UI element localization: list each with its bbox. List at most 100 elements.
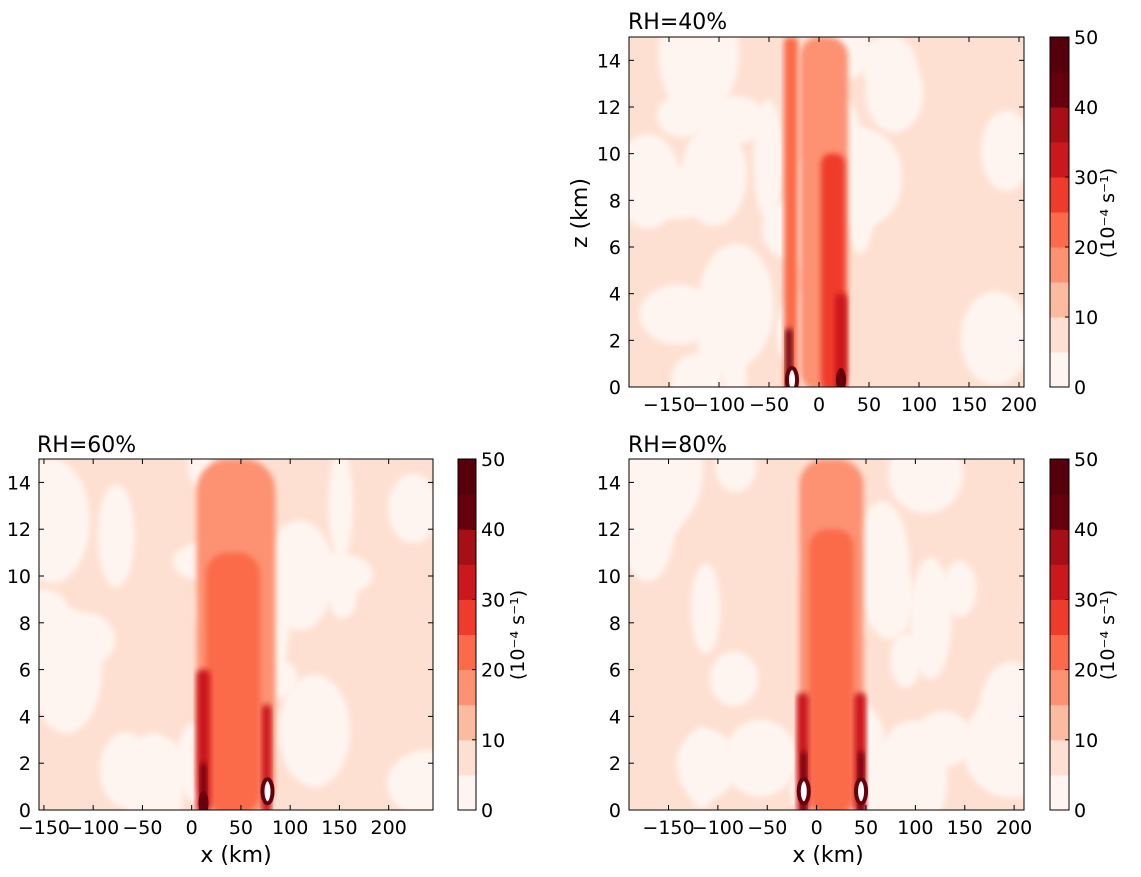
vorticity-column (835, 293, 847, 387)
clear-patch (722, 337, 747, 387)
clear-patch (910, 557, 952, 680)
colorbar-segment (1050, 142, 1069, 178)
x-tick-label: 200 (996, 817, 1032, 839)
colorbar-segment (1050, 72, 1069, 108)
colorbar-segment (1050, 739, 1069, 776)
plot-area: −150−100 −50 0 50 100 150 200 0 2 4 6 8 10 12 14 (597, 458, 1032, 839)
clear-patch (328, 575, 357, 619)
clear-patch (639, 284, 718, 345)
x-axis-label: x (km) (200, 843, 271, 868)
x-tick-label: −150 (642, 817, 694, 839)
vorticity-column (196, 669, 211, 810)
clear-patch (888, 459, 963, 514)
clear-patch (676, 729, 737, 800)
y-tick-label: 6 (609, 237, 621, 259)
colorbar-segment (1050, 704, 1069, 741)
vorticity-column (809, 529, 854, 810)
colorbar-segment (1050, 247, 1069, 283)
colorbar-segment (1050, 317, 1069, 353)
colorbar-segment (458, 459, 476, 495)
surface-feature (785, 366, 799, 387)
contour-field (39, 459, 433, 810)
colorbar-segment (1050, 37, 1069, 73)
x-tick-label: −100 (692, 817, 744, 839)
x-tick-label: −50 (122, 817, 162, 839)
colorbar-segment (1050, 634, 1069, 671)
colorbar-segment (1050, 212, 1069, 248)
colorbar-segment (1050, 669, 1069, 706)
x-tick-label: 150 (951, 394, 987, 416)
x-tick-label: 50 (857, 394, 881, 416)
colorbar-segment (1050, 107, 1069, 143)
panel-title: RH=80% (628, 433, 727, 458)
y-tick-label: 0 (609, 800, 621, 822)
clear-patch (962, 699, 1024, 794)
y-tick-label: 12 (597, 97, 621, 119)
x-tick-label: −50 (747, 817, 787, 839)
surface-feature (854, 777, 869, 806)
y-tick-label: 10 (597, 144, 621, 166)
surface-feature (796, 777, 811, 806)
colorbar-segment (458, 634, 476, 671)
clear-patch (855, 501, 910, 627)
x-tick-label: 200 (371, 817, 407, 839)
colorbar-tick-label: 30 (1074, 589, 1098, 611)
clear-patch (981, 110, 1024, 192)
y-tick-label: 8 (19, 613, 31, 635)
panel-rh60: RH=60% x (km) (10⁻⁴ s⁻¹) −150−100 −50 0 50 1… (7, 433, 529, 868)
colorbar-segment (458, 529, 476, 565)
x-tick-label: 50 (229, 817, 253, 839)
x-tick-label: 100 (272, 817, 308, 839)
y-tick-label: 4 (19, 706, 31, 728)
colorbar-tick-label: 30 (481, 589, 505, 611)
panel-rh80: RH=80% x (km) (10⁻⁴ s⁻¹) −150−100 −50 0 50 1… (597, 433, 1119, 868)
clear-patch (691, 563, 721, 654)
y-axis-label: z (km) (568, 178, 593, 248)
panel-title: RH=40% (628, 10, 727, 35)
colorbar-segment (1050, 774, 1069, 811)
x-tick-label: 0 (186, 817, 198, 839)
clear-patch (942, 561, 977, 617)
colorbar-tick-label: 0 (1074, 377, 1086, 399)
clear-patch (865, 52, 924, 133)
colorbar-segment (1050, 529, 1069, 565)
colorbar-segment (458, 599, 476, 635)
colorbar-tick-label: 0 (481, 800, 493, 822)
colorbar-tick-label: 10 (481, 730, 505, 752)
y-tick-label: 10 (597, 566, 621, 588)
surface-feature (260, 777, 275, 806)
clear-patch (387, 473, 433, 544)
colorbar-tick-label: 50 (481, 449, 505, 471)
panel-rh40: RH=40% z (km) (10⁻⁴ s⁻¹) −150−100 −50 0 50 1… (568, 10, 1119, 416)
y-tick-label: 14 (597, 472, 621, 494)
x-tick-label: 0 (813, 394, 825, 416)
x-tick-label: 100 (901, 394, 937, 416)
clear-patch (709, 651, 759, 707)
colorbar-tick-label: 0 (1074, 800, 1086, 822)
x-tick-label: −150 (18, 817, 70, 839)
x-axis-label: x (km) (792, 843, 863, 868)
clear-patch (681, 123, 747, 226)
colorbar-tick-label: 20 (1074, 237, 1098, 259)
y-tick-label: 2 (19, 753, 31, 775)
axes-frame (38, 458, 434, 811)
y-tick-label: 2 (609, 330, 621, 352)
x-tick-label: −100 (67, 817, 119, 839)
x-tick-label: 100 (897, 817, 933, 839)
y-tick-label: 4 (609, 706, 621, 728)
y-tick-label: 4 (609, 284, 621, 306)
colorbar-segment (458, 774, 476, 811)
clear-patch (279, 674, 350, 787)
contour-field (629, 459, 1024, 810)
y-tick-label: 8 (609, 613, 621, 635)
y-tick-label: 12 (7, 519, 31, 541)
x-tick-label: −150 (643, 394, 695, 416)
clear-patch (629, 134, 681, 229)
clear-patch (145, 739, 186, 801)
colorbar-tick-label: 20 (481, 660, 505, 682)
clear-patch (629, 459, 704, 531)
y-tick-label: 14 (597, 50, 621, 72)
x-tick-label: −100 (693, 394, 745, 416)
colorbar-label: (10⁻⁴ s⁻¹) (1097, 590, 1119, 680)
